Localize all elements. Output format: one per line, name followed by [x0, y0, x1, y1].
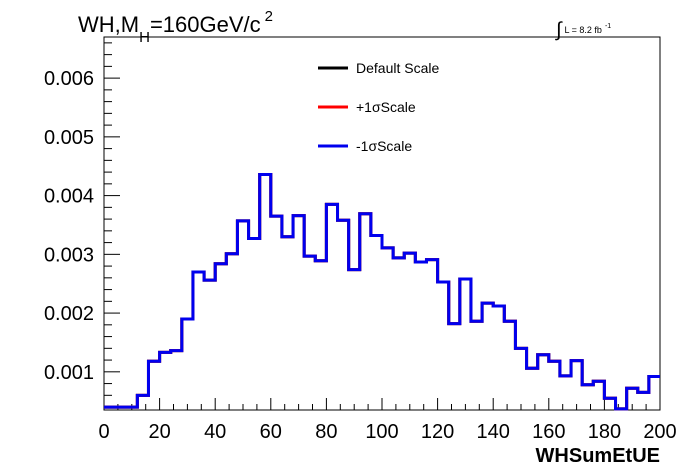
- x-tick-label: 100: [365, 421, 398, 443]
- x-tick-label: 140: [477, 421, 510, 443]
- x-tick-label: 60: [260, 421, 282, 443]
- legend-label-plus-sigma-scale: +1σScale: [356, 99, 416, 115]
- x-tick-label: 180: [588, 421, 621, 443]
- y-tick-label: 0.003: [44, 244, 94, 266]
- x-tick-label: 0: [98, 421, 109, 443]
- legend: Default Scale +1σScale -1σScale: [318, 60, 439, 154]
- x-tick-label: 20: [148, 421, 170, 443]
- x-tick-label: 200: [643, 421, 676, 443]
- x-axis-label: WHSumEtUE: [536, 445, 660, 467]
- lumi-superscript: -1: [605, 23, 611, 30]
- title-suffix: =160GeV/c: [150, 12, 261, 37]
- lumi-integral: ∫: [555, 19, 563, 41]
- x-tick-label: 40: [204, 421, 226, 443]
- axes: 0 20 40 60 80 100 120 140 160 180 200 0.001 0.002 0.0…: [44, 42, 677, 443]
- y-tick-label: 0.004: [44, 186, 94, 208]
- y-tick-label: 0.001: [44, 362, 94, 384]
- y-tick-label: 0.006: [44, 68, 94, 90]
- series-line--1-scale: [104, 172, 660, 411]
- series-layer: [104, 172, 660, 411]
- lumi-label: ∫ L = 8.2 fb -1: [555, 19, 611, 41]
- legend-label-minus-sigma-scale: -1σScale: [356, 138, 412, 154]
- title-superscript: 2: [265, 8, 273, 25]
- y-tick-label: 0.005: [44, 127, 94, 149]
- x-tick-label: 160: [532, 421, 565, 443]
- legend-label-default-scale: Default Scale: [356, 60, 439, 76]
- lumi-text: L = 8.2 fb: [564, 25, 601, 35]
- x-tick-label: 120: [421, 421, 454, 443]
- x-tick-label: 80: [315, 421, 337, 443]
- title-prefix: WH,M: [78, 12, 139, 37]
- y-tick-label: 0.002: [44, 303, 94, 325]
